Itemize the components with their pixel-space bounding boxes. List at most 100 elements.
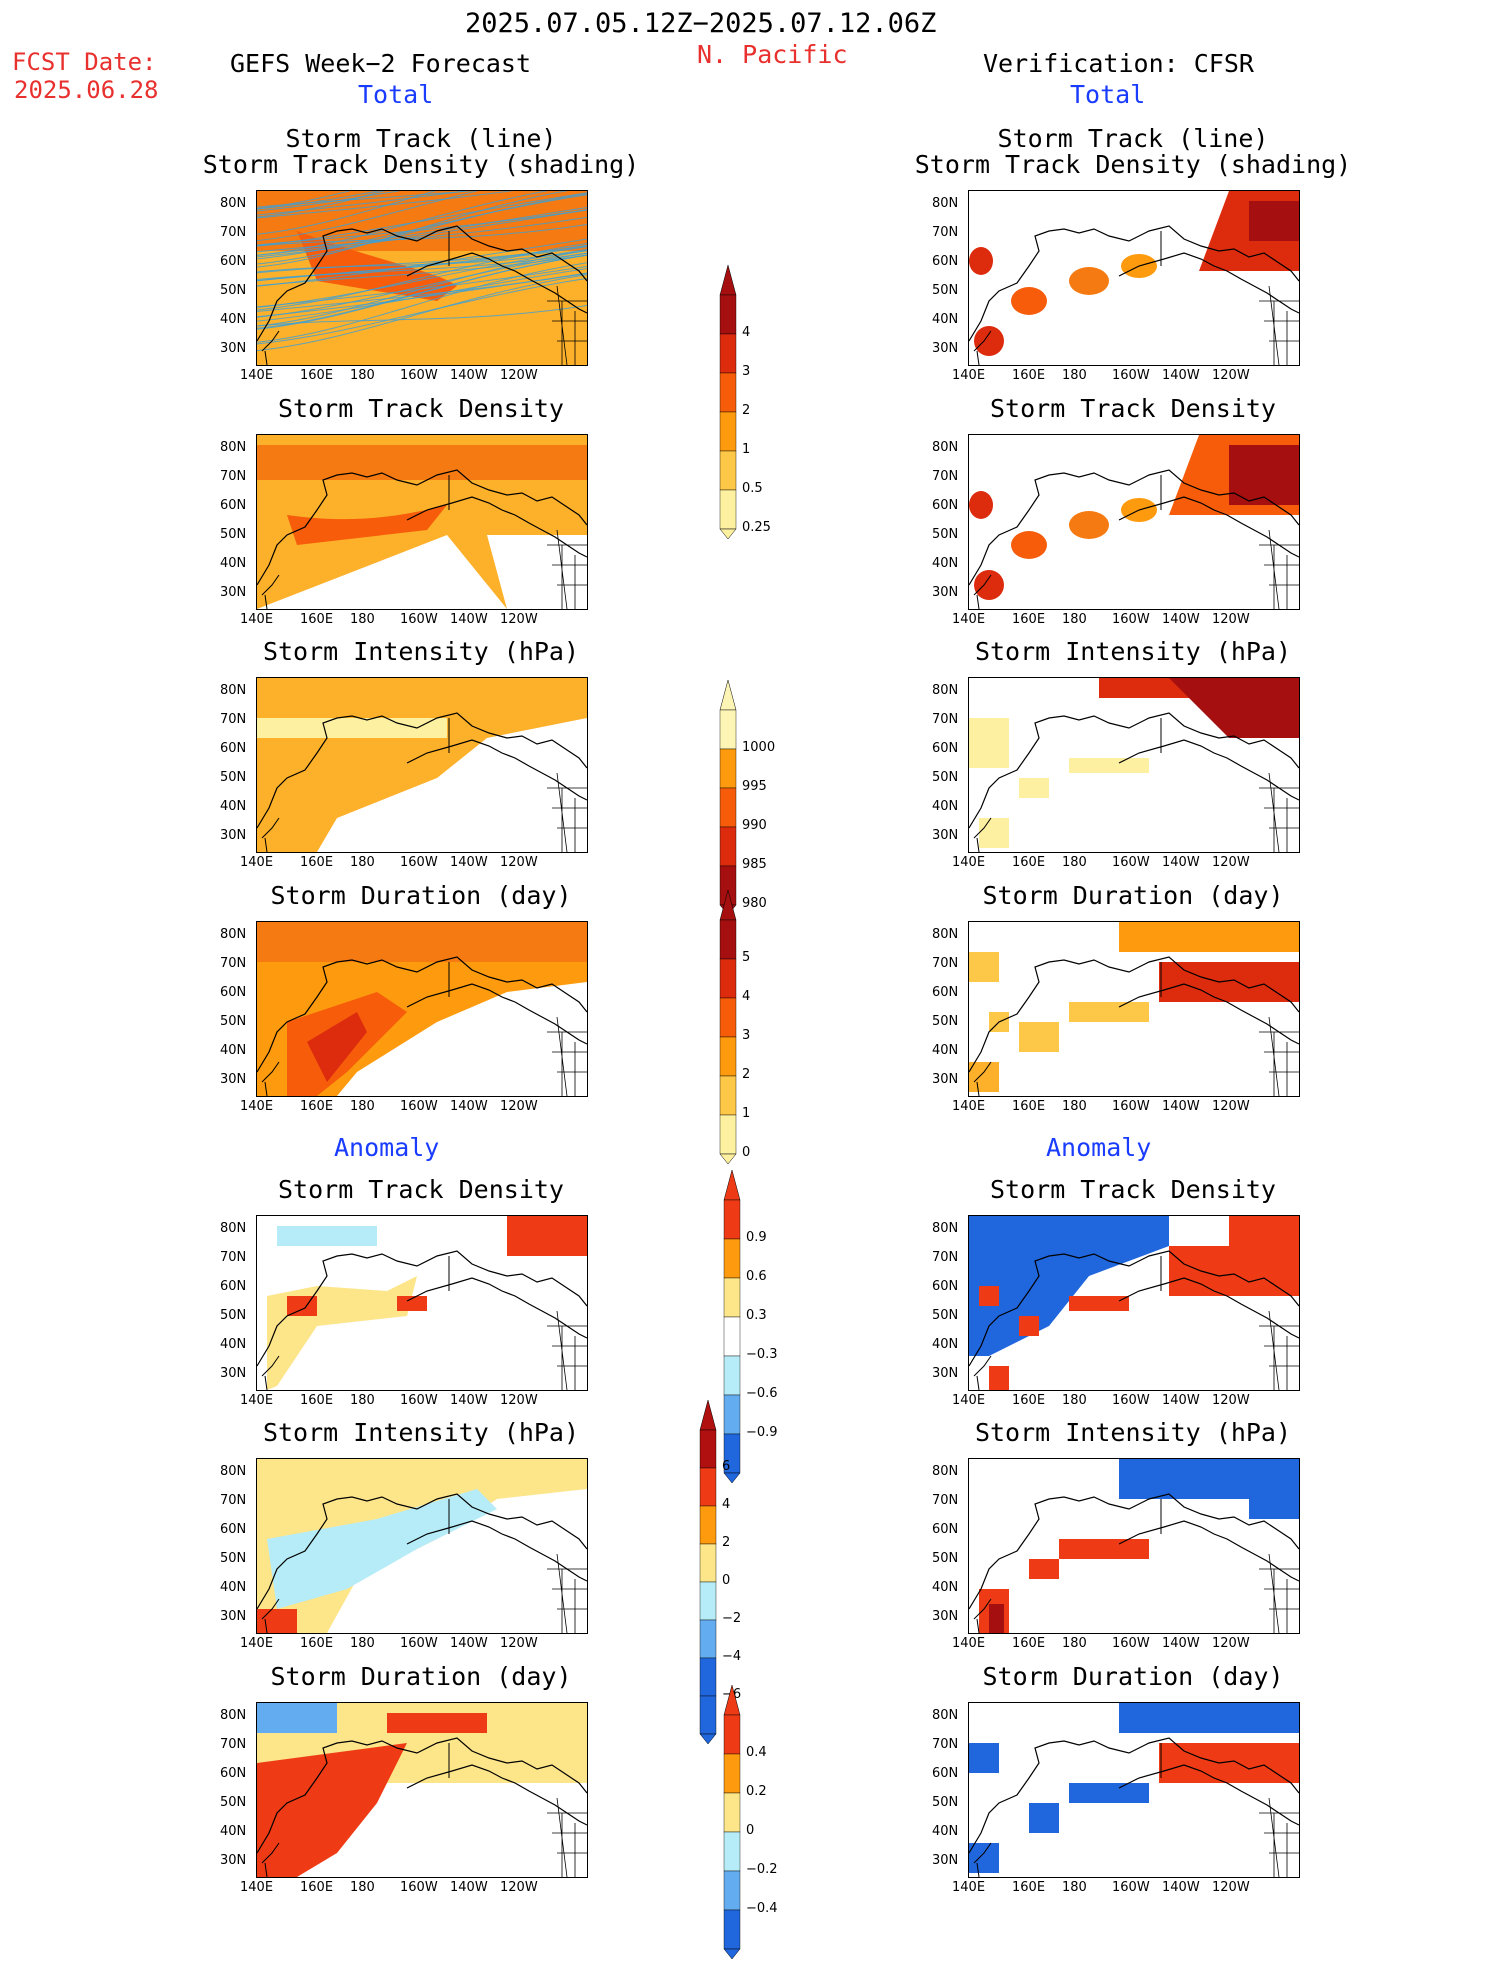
panel-title: Storm Track (line) [898, 124, 1368, 153]
colorbar-label: 995 [742, 779, 767, 794]
lat-tick-label: 80N [932, 440, 958, 455]
colorbar-label: 0 [742, 1145, 750, 1160]
lon-tick-label: 120W [1212, 368, 1250, 383]
panel-title: Storm Duration (day) [898, 881, 1368, 910]
colorbar-label: 1 [742, 442, 750, 457]
colorbar-label: −4 [722, 1649, 741, 1664]
lon-tick-label: 120W [500, 855, 538, 870]
lon-tick-label: 140W [1162, 855, 1200, 870]
colorbar-duration_total [718, 890, 738, 1168]
lon-tick-label: 180 [350, 368, 375, 383]
colorbar-label: 3 [742, 1028, 750, 1043]
lon-tick-label: 160E [300, 1880, 333, 1895]
lon-tick-label: 160W [400, 612, 438, 627]
lon-tick-label: 180 [1062, 612, 1087, 627]
lon-tick-label: 140E [952, 612, 985, 627]
lon-tick-label: 140W [450, 855, 488, 870]
lon-tick-label: 140W [1162, 612, 1200, 627]
colorbar-label: −0.4 [746, 1901, 778, 1916]
colorbar-label: 0.6 [746, 1269, 767, 1284]
lat-tick-label: 70N [220, 956, 246, 971]
lat-tick-label: 40N [220, 1043, 246, 1058]
lon-tick-label: 140W [450, 1099, 488, 1114]
lon-tick-label: 140W [1162, 1393, 1200, 1408]
lat-tick-label: 40N [932, 312, 958, 327]
lon-tick-label: 140W [1162, 1636, 1200, 1651]
lat-tick-label: 80N [932, 927, 958, 942]
lon-tick-label: 160W [1112, 612, 1150, 627]
lon-tick-label: 160E [1012, 1393, 1045, 1408]
lon-tick-label: 140W [1162, 1099, 1200, 1114]
lon-tick-label: 140W [450, 368, 488, 383]
lon-tick-label: 160E [300, 1099, 333, 1114]
map-plot [256, 921, 588, 1097]
lon-tick-label: 120W [500, 368, 538, 383]
panel-title: Storm Track Density (shading) [186, 150, 656, 179]
lat-tick-label: 60N [932, 1522, 958, 1537]
map-plot [968, 434, 1300, 610]
lat-tick-label: 50N [932, 1014, 958, 1029]
lon-tick-label: 120W [1212, 612, 1250, 627]
lat-tick-label: 30N [220, 828, 246, 843]
right-anomaly-label: Anomaly [1046, 1133, 1151, 1162]
left-total-label: Total [358, 80, 433, 109]
map-plot [256, 1215, 588, 1391]
colorbar-label: 2 [742, 403, 750, 418]
lon-tick-label: 160E [1012, 1880, 1045, 1895]
lat-tick-label: 70N [932, 469, 958, 484]
lat-tick-label: 80N [220, 196, 246, 211]
panel-title: Storm Track Density [898, 1175, 1368, 1204]
lon-tick-label: 160W [400, 1880, 438, 1895]
colorbar-density_anom [722, 1170, 742, 1487]
lon-tick-label: 140W [450, 1636, 488, 1651]
lat-tick-label: 80N [932, 1221, 958, 1236]
lat-tick-label: 50N [220, 1551, 246, 1566]
panel-title: Storm Duration (day) [186, 1662, 656, 1691]
colorbar-label: 985 [742, 857, 767, 872]
lon-tick-label: 140E [240, 368, 273, 383]
lat-tick-label: 60N [220, 254, 246, 269]
lat-tick-label: 70N [932, 225, 958, 240]
lon-tick-label: 160E [300, 1393, 333, 1408]
lat-tick-label: 50N [932, 527, 958, 542]
lat-tick-label: 60N [932, 1279, 958, 1294]
lat-tick-label: 40N [220, 799, 246, 814]
lat-tick-label: 30N [932, 341, 958, 356]
lon-tick-label: 120W [500, 1099, 538, 1114]
lat-tick-label: 80N [220, 683, 246, 698]
lat-tick-label: 70N [220, 1737, 246, 1752]
lon-tick-label: 180 [350, 612, 375, 627]
lon-tick-label: 160W [1112, 855, 1150, 870]
panel-title: Storm Intensity (hPa) [898, 1418, 1368, 1447]
lon-tick-label: 180 [350, 1880, 375, 1895]
colorbar-label: 1 [742, 1106, 750, 1121]
colorbar-label: −0.6 [746, 1386, 778, 1401]
lon-tick-label: 120W [500, 1880, 538, 1895]
lon-tick-label: 140E [240, 612, 273, 627]
panel-title: Storm Track Density [186, 394, 656, 423]
lon-tick-label: 160W [400, 368, 438, 383]
lat-tick-label: 40N [932, 1824, 958, 1839]
lon-tick-label: 180 [1062, 1636, 1087, 1651]
lon-tick-label: 140E [952, 1636, 985, 1651]
lon-tick-label: 160E [1012, 612, 1045, 627]
lon-tick-label: 140E [240, 1636, 273, 1651]
lon-tick-label: 140E [240, 1099, 273, 1114]
lon-tick-label: 140E [952, 1099, 985, 1114]
colorbar-label: 3 [742, 364, 750, 379]
lon-tick-label: 160W [400, 855, 438, 870]
lat-tick-label: 40N [932, 556, 958, 571]
colorbar-label: 0.3 [746, 1308, 767, 1323]
lon-tick-label: 120W [1212, 1636, 1250, 1651]
lat-tick-label: 30N [220, 1072, 246, 1087]
colorbar-density_total [718, 265, 738, 543]
lat-tick-label: 40N [220, 312, 246, 327]
lon-tick-label: 160E [1012, 368, 1045, 383]
lat-tick-label: 50N [220, 1014, 246, 1029]
lon-tick-label: 180 [350, 1393, 375, 1408]
panel-title: Storm Intensity (hPa) [186, 1418, 656, 1447]
left-anomaly-label: Anomaly [334, 1133, 439, 1162]
lon-tick-label: 160W [1112, 1636, 1150, 1651]
lon-tick-label: 160W [400, 1099, 438, 1114]
lon-tick-label: 140W [450, 1880, 488, 1895]
